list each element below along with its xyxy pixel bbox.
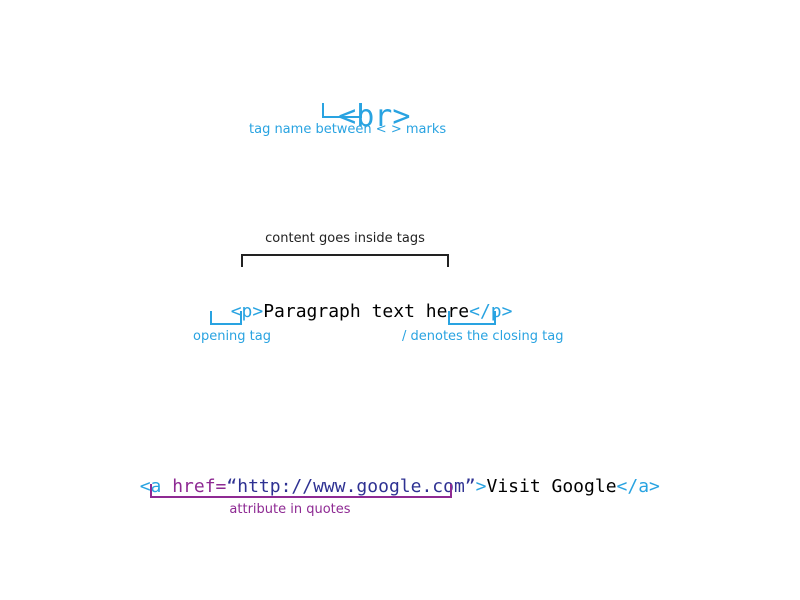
closing-tag-bracket xyxy=(448,311,496,325)
opening-tag-bracket xyxy=(210,311,242,325)
closing-tag-caption: / denotes the closing tag xyxy=(402,329,564,344)
content-caption: content goes inside tags xyxy=(265,231,425,246)
a-closing-tag: </a> xyxy=(616,476,660,497)
attribute-bracket xyxy=(150,484,452,498)
attribute-caption: attribute in quotes xyxy=(229,502,351,517)
href-attribute-value: “http://www.google.com” xyxy=(226,476,476,497)
br-caption: tag name between < > marks xyxy=(249,122,447,137)
br-tag-code: <br> xyxy=(302,60,410,136)
a-tag-code: <a href=“http://www.google.com”>Visit Go… xyxy=(118,451,660,499)
br-tag-name: br xyxy=(356,99,393,134)
p-content-text: Paragraph text here xyxy=(263,301,470,322)
br-name-bracket xyxy=(322,103,362,118)
a-opening-end: > xyxy=(475,476,487,497)
p-opening-tag: <p> xyxy=(230,301,264,322)
link-content-text: Visit Google xyxy=(486,476,617,497)
content-bracket xyxy=(241,254,449,267)
href-attribute-name: href= xyxy=(172,476,227,497)
opening-tag-caption: opening tag xyxy=(193,329,271,344)
br-close-bracket: > xyxy=(392,99,411,134)
p-tag-code: <p>Paragraph text here</p> xyxy=(209,276,513,324)
p-closing-tag: </p> xyxy=(469,301,513,322)
